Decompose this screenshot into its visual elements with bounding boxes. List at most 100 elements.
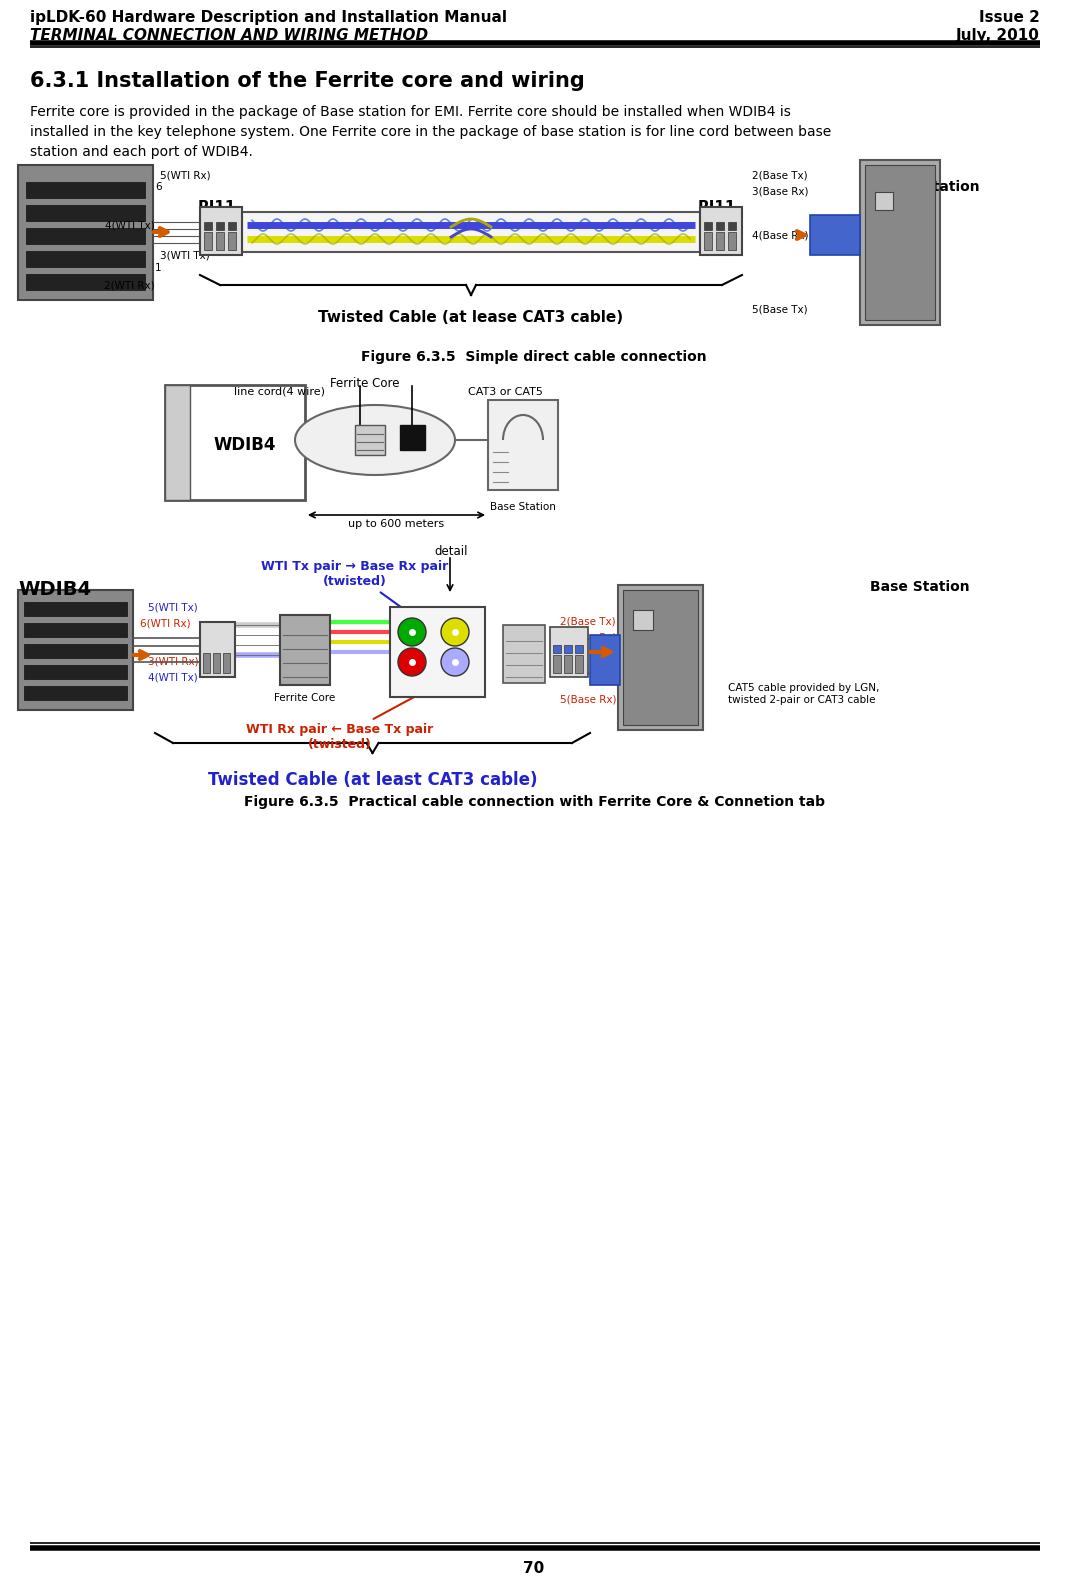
- Bar: [590, 635, 620, 684]
- Text: up to 600 meters: up to 600 meters: [348, 518, 445, 530]
- Bar: [716, 222, 724, 230]
- Text: Ferrite Core: Ferrite Core: [275, 692, 336, 703]
- Text: TERMINAL CONNECTION AND WIRING METHOD: TERMINAL CONNECTION AND WIRING METHOD: [30, 29, 428, 43]
- Circle shape: [398, 617, 427, 646]
- Bar: [553, 644, 561, 652]
- Bar: [810, 215, 859, 255]
- Text: 70: 70: [524, 1562, 544, 1576]
- Bar: [24, 624, 127, 636]
- Text: RJ11: RJ11: [698, 199, 737, 215]
- Circle shape: [441, 617, 469, 646]
- FancyArrowPatch shape: [591, 648, 610, 656]
- Text: Figure 6.3.5  Simple direct cable connection: Figure 6.3.5 Simple direct cable connect…: [361, 349, 707, 364]
- Text: line cord(4 wire): line cord(4 wire): [234, 388, 325, 397]
- Bar: [216, 222, 224, 230]
- Bar: [618, 585, 703, 731]
- Bar: [700, 207, 742, 255]
- Text: 3(WTI Tx): 3(WTI Tx): [160, 250, 210, 260]
- Bar: [280, 616, 330, 684]
- Bar: [390, 608, 485, 697]
- Ellipse shape: [295, 405, 455, 475]
- Text: 4(WTI Tx): 4(WTI Tx): [148, 673, 198, 683]
- Text: WTI Tx pair → Base Rx pair
(twisted): WTI Tx pair → Base Rx pair (twisted): [262, 560, 449, 630]
- Bar: [24, 686, 127, 700]
- Text: CAT5 cable provided by LGN,
twisted 2-pair or CAT3 cable: CAT5 cable provided by LGN, twisted 2-pa…: [728, 683, 880, 705]
- Text: 6(WTI Rx): 6(WTI Rx): [140, 619, 190, 628]
- Bar: [728, 222, 735, 230]
- Bar: [213, 652, 220, 673]
- Text: 3(WTI Rx): 3(WTI Rx): [148, 657, 199, 667]
- Text: 5(Base Rx): 5(Base Rx): [559, 695, 616, 705]
- Bar: [24, 665, 127, 679]
- Bar: [26, 206, 145, 222]
- Text: CAT3 or CAT5
cable: CAT3 or CAT5 cable: [467, 388, 542, 408]
- Bar: [165, 384, 305, 499]
- Text: 1: 1: [155, 263, 161, 273]
- Bar: [26, 274, 145, 290]
- Text: Base Station: Base Station: [870, 581, 970, 593]
- Text: RJ11: RJ11: [198, 199, 236, 215]
- Bar: [355, 424, 385, 455]
- Bar: [859, 160, 940, 325]
- Text: Ferrite Core: Ferrite Core: [330, 376, 400, 391]
- Bar: [633, 609, 653, 630]
- Text: 5(WTI Rx): 5(WTI Rx): [160, 171, 211, 180]
- Text: 4(Base Rx): 4(Base Rx): [559, 667, 616, 676]
- Text: detail: detail: [434, 545, 467, 558]
- Bar: [165, 384, 190, 499]
- Bar: [228, 231, 236, 250]
- Bar: [704, 231, 712, 250]
- Bar: [200, 207, 242, 255]
- Bar: [18, 164, 153, 300]
- Text: 4(WTI Tx): 4(WTI Tx): [105, 220, 155, 230]
- Bar: [564, 656, 572, 673]
- Text: installed in the key telephone system. One Ferrite core in the package of base s: installed in the key telephone system. O…: [30, 124, 832, 139]
- FancyArrowPatch shape: [134, 651, 148, 659]
- Bar: [216, 231, 224, 250]
- Bar: [549, 627, 588, 676]
- Text: 2(Base Tx): 2(Base Tx): [753, 171, 808, 180]
- Bar: [876, 191, 893, 211]
- Bar: [223, 652, 230, 673]
- Text: Base Station: Base Station: [880, 180, 979, 195]
- Text: station and each port of WDIB4.: station and each port of WDIB4.: [30, 145, 253, 160]
- Bar: [716, 231, 724, 250]
- Text: Twisted Cable (at least CAT3 cable): Twisted Cable (at least CAT3 cable): [207, 770, 538, 790]
- Text: ipLDK-60 Hardware Description and Installation Manual: ipLDK-60 Hardware Description and Instal…: [30, 10, 507, 26]
- Text: WDIB4: WDIB4: [214, 435, 276, 455]
- Text: WTI Rx pair ← Base Tx pair
(twisted): WTI Rx pair ← Base Tx pair (twisted): [246, 686, 435, 751]
- Text: Base Station: Base Station: [490, 502, 556, 512]
- Bar: [242, 212, 700, 252]
- Bar: [553, 656, 561, 673]
- Bar: [204, 231, 212, 250]
- Bar: [18, 590, 133, 710]
- Bar: [200, 622, 235, 676]
- Bar: [400, 424, 425, 450]
- Bar: [575, 656, 583, 673]
- FancyArrowPatch shape: [154, 228, 168, 236]
- FancyArrowPatch shape: [796, 231, 805, 239]
- Text: Figure 6.3.5  Practical cable connection with Ferrite Core & Connetion tab: Figure 6.3.5 Practical cable connection …: [244, 794, 824, 809]
- Circle shape: [398, 648, 427, 676]
- Text: 5(WTI Tx): 5(WTI Tx): [148, 603, 198, 612]
- Bar: [489, 400, 558, 490]
- Bar: [203, 652, 210, 673]
- Text: 2(Base Tx): 2(Base Tx): [560, 617, 616, 627]
- Text: 3(Base Rx): 3(Base Rx): [752, 187, 808, 198]
- Text: WDIB4: WDIB4: [18, 581, 91, 600]
- Text: 3(Base Rx): 3(Base Rx): [559, 633, 616, 643]
- Bar: [704, 222, 712, 230]
- Bar: [623, 590, 698, 726]
- Bar: [26, 228, 145, 244]
- Text: July, 2010: July, 2010: [956, 29, 1040, 43]
- Bar: [26, 250, 145, 266]
- Bar: [728, 231, 735, 250]
- Bar: [228, 222, 236, 230]
- Bar: [24, 601, 127, 616]
- Bar: [865, 164, 935, 321]
- Bar: [204, 222, 212, 230]
- Bar: [564, 644, 572, 652]
- Circle shape: [441, 648, 469, 676]
- Text: 4(Base Rx): 4(Base Rx): [752, 230, 808, 239]
- Bar: [503, 625, 545, 683]
